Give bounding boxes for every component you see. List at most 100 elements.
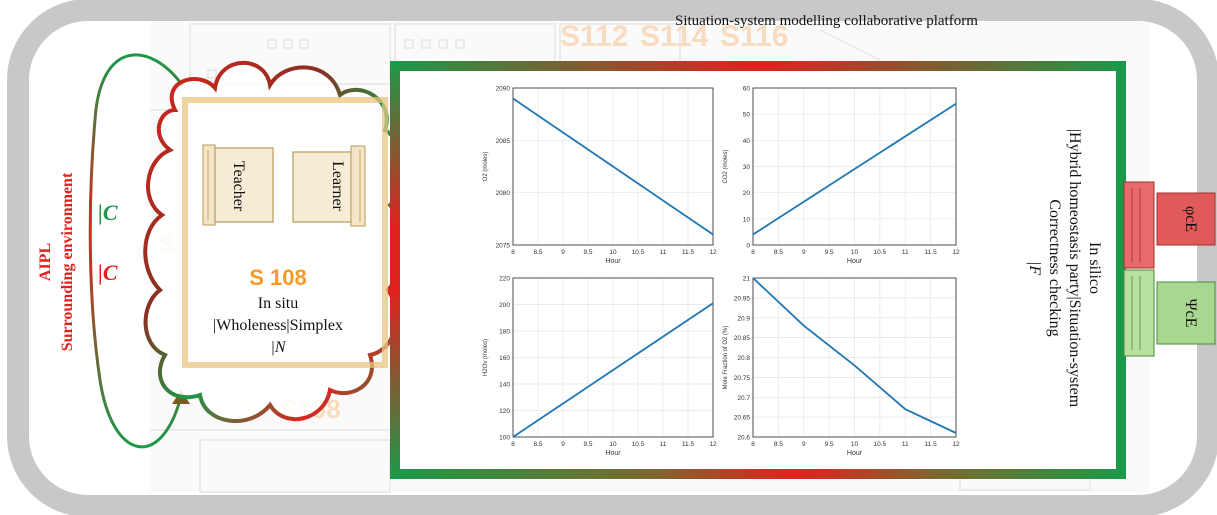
- chart-x-tick-label: 10.5: [632, 441, 645, 448]
- chart-x-tick-label: 11: [660, 441, 667, 448]
- chart-y-tick-label: 160: [499, 355, 510, 362]
- phi-tab: [1123, 181, 1216, 269]
- chart-y-tick-label: 60: [743, 86, 751, 93]
- chart-y-tick-label: 20.9: [737, 315, 750, 322]
- chart-y-tick-label: 20.7: [737, 395, 750, 402]
- chart-y-tick-label: 2085: [496, 138, 511, 145]
- chart-x-tick-label: 10: [609, 441, 617, 448]
- hybrid-homeostasis-label: |Hybrid homeostasis party|Situation-syst…: [1066, 129, 1083, 408]
- chart-x-tick-label: 10.5: [874, 441, 887, 448]
- chart-y-tick-label: 220: [499, 276, 510, 283]
- chart-y-tick-label: 20.8: [737, 355, 750, 362]
- learner-device: [292, 145, 366, 227]
- chart-1: 8 8.5 9 9.5 10 10.5 11 11.5 12 2075 2080 2085 2090 Ho…: [483, 86, 717, 266]
- chart-x-tick-label: 9.5: [583, 249, 592, 256]
- chart-x-tick-label: 12: [709, 441, 717, 448]
- platform-title: Situation-system modelling collaborative…: [675, 13, 978, 29]
- chart-x-axis-label: Hour: [605, 450, 621, 457]
- chart-x-tick-label: 9.5: [825, 441, 834, 448]
- in-silico-label: In silico: [1086, 242, 1103, 294]
- chart-y-axis-label: CO2 (moles): [723, 149, 729, 183]
- chart-series-line: [752, 102, 957, 236]
- chart-y-tick-label: 2080: [496, 190, 511, 197]
- chart-y-axis-label: H2Ov (moles): [483, 339, 489, 376]
- chart-x-tick-label: 10: [851, 441, 859, 448]
- chart-y-tick-label: 20.75: [734, 375, 751, 382]
- chart-x-tick-label: 8: [751, 249, 755, 256]
- in-situ-label: In situ: [258, 295, 298, 312]
- chart-y-tick-label: 30: [743, 164, 751, 171]
- chart-x-tick-label: 12: [952, 441, 960, 448]
- chart-y-tick-label: 40: [743, 138, 751, 145]
- chart-y-tick-label: 20.65: [734, 415, 751, 422]
- chart-series-line: [512, 302, 714, 438]
- learner-label: Learner: [329, 161, 346, 211]
- in-silico-frame-left: [390, 61, 400, 479]
- phi-ce-label: φcE: [1182, 206, 1199, 232]
- chart-frame: [752, 277, 957, 438]
- bg-label-s112: S112: [560, 20, 628, 53]
- chart-x-tick-label: 12: [709, 249, 717, 256]
- chart-x-tick-label: 10: [609, 249, 617, 256]
- chart-x-axis-label: Hour: [605, 258, 621, 265]
- aipl-label: AIPL: [37, 243, 54, 281]
- in-silico-frame-bottom: [390, 469, 1126, 479]
- chart-frame: [512, 277, 714, 438]
- chart-frame: [512, 87, 714, 246]
- teacher-device: [202, 144, 274, 226]
- environment-loop-arc: [88, 53, 185, 449]
- chart-x-tick-label: 9: [802, 249, 806, 256]
- chart-y-axis-label: O2 (moles): [483, 152, 489, 182]
- chart-y-tick-label: 20: [743, 190, 751, 197]
- environment-label: Surrounding environment: [59, 172, 76, 351]
- chart-x-tick-label: 8: [511, 441, 515, 448]
- room-frame: [182, 97, 388, 368]
- chart-y-tick-label: 10: [743, 216, 751, 223]
- chart-y-tick-label: 100: [499, 435, 510, 442]
- c-label-green: |C: [98, 200, 118, 225]
- chart-y-tick-label: 0: [746, 243, 750, 250]
- chart-x-tick-label: 9: [561, 249, 565, 256]
- chart-x-tick-label: 10.5: [632, 249, 645, 256]
- chart-series-line: [752, 277, 957, 434]
- chart-x-tick-label: 11.5: [925, 441, 938, 448]
- psi-ce-label: ΨcE: [1182, 299, 1199, 328]
- chart-y-tick-label: 180: [499, 329, 510, 336]
- chart-x-tick-label: 9: [561, 441, 565, 448]
- chart-y-tick-label: 20.85: [734, 335, 751, 342]
- chart-y-axis-label: Mole Fraction of O2 (%): [723, 326, 729, 390]
- chart-x-tick-label: 8.5: [533, 249, 542, 256]
- chart-y-tick-label: 2075: [496, 243, 511, 250]
- chart-x-tick-label: 8.5: [774, 441, 783, 448]
- chart-2: 8 8.5 9 9.5 10 10.5 11 11.5 12 0 10 20 30 40 50 60 Hour C…: [723, 86, 960, 266]
- room-label: S 108: [249, 265, 307, 290]
- in-silico-frame-top: [390, 61, 1126, 71]
- chart-x-tick-label: 11.5: [682, 441, 695, 448]
- chart-x-tick-label: 10.5: [874, 249, 887, 256]
- chart-y-tick-label: 140: [499, 382, 510, 389]
- chart-x-tick-label: 9.5: [825, 249, 834, 256]
- chart-x-tick-label: 11.5: [925, 249, 938, 256]
- psi-tab: [1123, 269, 1216, 357]
- chart-x-tick-label: 8: [511, 249, 515, 256]
- chart-x-tick-label: 8: [751, 441, 755, 448]
- n-label: |N: [270, 339, 286, 356]
- chart-y-tick-label: 50: [743, 112, 751, 119]
- chart-x-tick-label: 11: [902, 249, 909, 256]
- f-label: |F: [1026, 261, 1043, 275]
- chart-x-tick-label: 9.5: [583, 441, 592, 448]
- chart-x-tick-label: 11.5: [682, 249, 695, 256]
- chart-x-tick-label: 10: [851, 249, 859, 256]
- wholeness-label: |Wholeness|Simplex: [213, 317, 343, 334]
- chart-y-tick-label: 20.6: [737, 435, 750, 442]
- chart-x-tick-label: 11: [902, 441, 909, 448]
- teacher-label: Teacher: [230, 161, 247, 212]
- chart-x-tick-label: 8.5: [774, 249, 783, 256]
- chart-x-tick-label: 12: [952, 249, 960, 256]
- chart-x-tick-label: 8.5: [533, 441, 542, 448]
- chart-x-axis-label: Hour: [847, 450, 863, 457]
- chart-series-line: [512, 97, 714, 236]
- chart-frame: [752, 87, 957, 246]
- in-silico-frame-right: [1116, 61, 1126, 479]
